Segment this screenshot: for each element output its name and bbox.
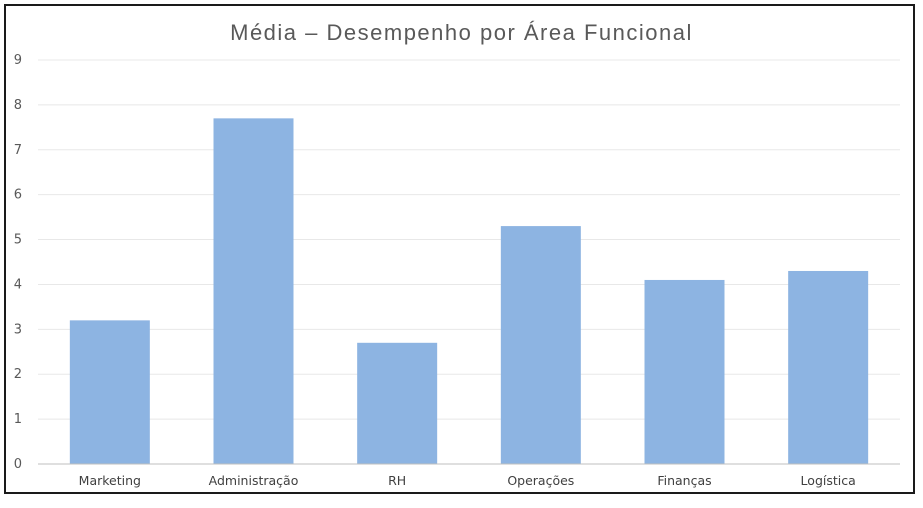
y-tick-label: 3 xyxy=(14,322,22,337)
y-tick-label: 1 xyxy=(14,412,22,427)
bar xyxy=(788,270,869,464)
bar xyxy=(357,342,438,464)
y-tick-label: 2 xyxy=(14,367,22,382)
x-tick-label: Logística xyxy=(801,473,856,488)
bars xyxy=(69,118,869,464)
y-tick-label: 7 xyxy=(14,143,22,158)
x-tick-label: RH xyxy=(388,473,406,488)
y-tick-label: 4 xyxy=(14,277,22,292)
y-tick-label: 9 xyxy=(14,53,22,68)
y-tick-label: 5 xyxy=(14,233,22,248)
bar xyxy=(644,279,725,464)
chart-frame: Média – Desempenho por Área Funcional xyxy=(4,4,915,494)
x-tick-label: Finanças xyxy=(657,473,711,488)
bar xyxy=(500,226,581,464)
y-tick-label: 6 xyxy=(14,188,22,203)
x-axis: Marketing Administração RH Operações Finança… xyxy=(38,463,900,488)
bar xyxy=(213,118,294,464)
bar xyxy=(69,320,150,464)
y-axis: 0 1 2 3 4 5 6 7 8 9 xyxy=(14,53,22,472)
x-tick-label: Administração xyxy=(209,473,299,488)
gridlines xyxy=(38,59,900,420)
chart-title: Média – Desempenho por Área Funcional xyxy=(230,20,693,45)
x-tick-label: Marketing xyxy=(79,473,141,488)
y-tick-label: 8 xyxy=(14,98,22,113)
y-tick-label: 0 xyxy=(14,457,22,472)
x-tick-label: Operações xyxy=(507,473,574,488)
